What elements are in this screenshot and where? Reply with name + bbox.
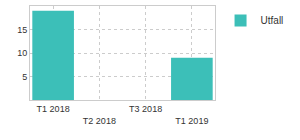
svg-text:T2 2018: T2 2018: [83, 116, 116, 126]
svg-text:T3 2018: T3 2018: [129, 104, 162, 114]
svg-text:15: 15: [17, 25, 27, 35]
svg-text:Utfall: Utfall: [261, 15, 284, 26]
svg-text:10: 10: [17, 48, 27, 58]
svg-text:5: 5: [22, 72, 27, 82]
svg-text:T1 2018: T1 2018: [37, 104, 70, 114]
svg-text:T1 2019: T1 2019: [175, 116, 208, 126]
